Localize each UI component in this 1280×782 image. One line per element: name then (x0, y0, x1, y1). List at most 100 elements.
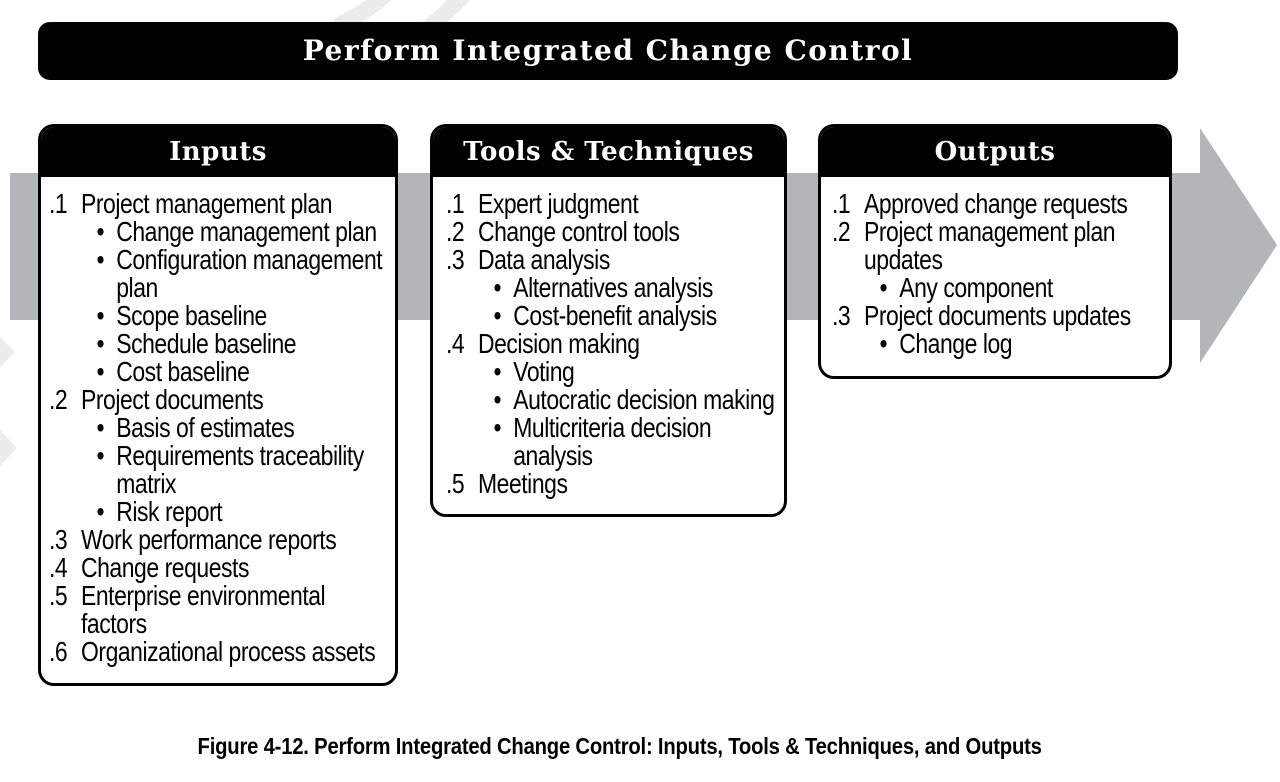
bullet-icon: • (96, 412, 105, 443)
bullet-icon: • (879, 328, 888, 359)
item-number: .1 (832, 188, 851, 219)
outputs-header: Outputs (821, 127, 1169, 177)
item-text: Meetings (477, 468, 568, 499)
inputs-header-label: Inputs (169, 137, 267, 167)
process-title-banner: Perform Integrated Change Control (38, 22, 1178, 80)
item-text: Expert judgment (477, 188, 639, 219)
item-number: .3 (49, 524, 68, 555)
bullet-icon: • (493, 356, 502, 387)
bullet-item: • Multicriteria decision analysis (446, 414, 784, 470)
bullet-text: Change management plan (116, 216, 377, 247)
outputs-item-3: .3 Project documents updates (832, 302, 1168, 330)
outputs-item-2: .2 Project management plan updates (832, 218, 1168, 274)
bullet-icon: • (96, 328, 105, 359)
bullet-text: Basis of estimates (116, 412, 295, 443)
item-text: Project management plan updates (863, 216, 1116, 275)
bullet-item: • Requirements traceability matrix (49, 442, 393, 498)
bullet-item: • Alternatives analysis (446, 274, 784, 302)
inputs-box: Inputs .1 Project management plan • Change … (38, 124, 398, 686)
item-number: .2 (49, 384, 68, 415)
bullet-text: Multicriteria decision analysis (513, 412, 712, 471)
item-text: Project documents (80, 384, 264, 415)
bullet-item: • Cost-benefit analysis (446, 302, 784, 330)
figure-caption-text: Figure 4-12. Perform Integrated Change C… (197, 733, 1043, 759)
process-title: Perform Integrated Change Control (302, 34, 914, 67)
item-number: .4 (446, 328, 465, 359)
tools-techniques-item-3: .3 Data analysis (446, 246, 784, 274)
item-text: Project documents updates (863, 300, 1131, 331)
bullet-icon: • (96, 216, 105, 247)
bullet-text: Alternatives analysis (513, 272, 713, 303)
item-number: .2 (446, 216, 465, 247)
bullet-icon: • (96, 300, 105, 331)
bullet-text: Requirements traceability matrix (116, 440, 364, 499)
item-number: .1 (446, 188, 465, 219)
bullet-item: • Scope baseline (49, 302, 393, 330)
item-text: Project management plan (80, 188, 333, 219)
bullet-text: Configuration management plan (116, 244, 383, 303)
bullet-text: Change log (899, 328, 1013, 359)
item-text: Change requests (80, 552, 249, 583)
outputs-box: Outputs .1 Approved change requests .2 Proj… (818, 124, 1172, 379)
item-number: .4 (49, 552, 68, 583)
tools-techniques-item-2: .2 Change control tools (446, 218, 784, 246)
item-number: .5 (446, 468, 465, 499)
bullet-icon: • (96, 440, 105, 471)
bullet-icon: • (493, 272, 502, 303)
bullet-text: Voting (513, 356, 575, 387)
item-text: Decision making (477, 328, 640, 359)
bullet-icon: • (96, 496, 105, 527)
bullet-icon: • (493, 412, 502, 443)
bullet-text: Scope baseline (116, 300, 267, 331)
bullet-item: • Risk report (49, 498, 393, 526)
bullet-item: • Change log (832, 330, 1168, 358)
bullet-item: • Schedule baseline (49, 330, 393, 358)
bullet-icon: • (879, 272, 888, 303)
tools-techniques-item-4: .4 Decision making (446, 330, 784, 358)
tools-techniques-header: Tools & Techniques (433, 127, 784, 177)
tools-techniques-item-5: .5 Meetings (446, 470, 784, 498)
bullet-item: • Basis of estimates (49, 414, 393, 442)
item-number: .2 (832, 216, 851, 247)
inputs-item-6: .6 Organizational process assets (49, 638, 393, 666)
tools-techniques-list: .1 Expert judgment .2 Change control tools.… (446, 190, 784, 498)
item-text: Change control tools (477, 216, 680, 247)
outputs-item-1: .1 Approved change requests (832, 190, 1168, 218)
inputs-item-4: .4 Change requests (49, 554, 393, 582)
inputs-list: .1 Project management plan • Change managem… (49, 190, 393, 666)
bullet-item: • Change management plan (49, 218, 393, 246)
tools-techniques-header-label: Tools & Techniques (463, 137, 754, 167)
inputs-item-1: .1 Project management plan (49, 190, 393, 218)
tools-techniques-box: Tools & Techniques .1 Expert judgment .2 Ch… (430, 124, 787, 517)
item-number: .5 (49, 580, 68, 611)
inputs-item-2: .2 Project documents (49, 386, 393, 414)
figure-caption: Figure 4-12. Perform Integrated Change C… (0, 733, 1240, 760)
bullet-icon: • (96, 356, 105, 387)
inputs-item-5: .5 Enterprise environmental factors (49, 582, 393, 638)
outputs-list: .1 Approved change requests .2 Project mana… (832, 190, 1168, 358)
bullet-text: Cost-benefit analysis (513, 300, 717, 331)
bullet-text: Any component (899, 272, 1053, 303)
item-text: Data analysis (477, 244, 610, 275)
watermark-fragment (0, 430, 17, 466)
item-number: .6 (49, 636, 68, 667)
bullet-item: • Autocratic decision making (446, 386, 784, 414)
item-text: Work performance reports (80, 524, 337, 555)
bullet-icon: • (96, 244, 105, 275)
bullet-item: • Voting (446, 358, 784, 386)
bullet-text: Autocratic decision making (513, 384, 775, 415)
bullet-item: • Cost baseline (49, 358, 393, 386)
bullet-icon: • (493, 300, 502, 331)
tools-techniques-item-1: .1 Expert judgment (446, 190, 784, 218)
item-text: Enterprise environmental factors (80, 580, 326, 639)
bullet-item: • Any component (832, 274, 1168, 302)
item-number: .3 (832, 300, 851, 331)
inputs-header: Inputs (41, 127, 395, 177)
inputs-item-3: .3 Work performance reports (49, 526, 393, 554)
item-number: .3 (446, 244, 465, 275)
outputs-header-label: Outputs (934, 137, 1056, 167)
item-number: .1 (49, 188, 68, 219)
flow-arrow-head (1200, 128, 1277, 363)
bullet-text: Cost baseline (116, 356, 250, 387)
